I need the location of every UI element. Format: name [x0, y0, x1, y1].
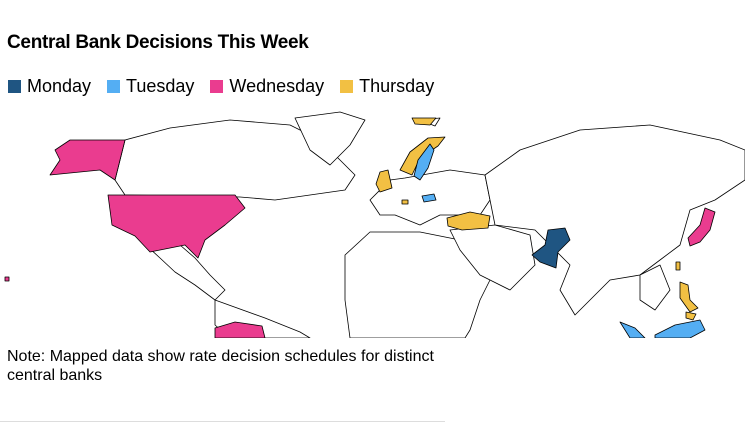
switzerland — [401, 199, 409, 205]
legend-item: Monday — [8, 76, 91, 97]
japan — [687, 207, 716, 247]
sweden — [413, 143, 435, 181]
legend-swatch — [210, 80, 224, 93]
legend-label: Wednesday — [229, 76, 325, 96]
malaysia — [685, 311, 697, 321]
hungary — [421, 193, 437, 203]
turkey — [446, 211, 491, 231]
united-kingdom — [375, 169, 393, 193]
world-map — [4, 111, 745, 338]
venezuela — [214, 321, 266, 338]
taiwan — [675, 261, 681, 271]
legend: Monday Tuesday Wednesday Thursday — [8, 76, 434, 97]
norway-svalbard — [411, 117, 437, 126]
indonesia-east — [654, 319, 706, 338]
legend-swatch — [107, 80, 121, 93]
legend-item: Tuesday — [107, 76, 194, 97]
africa — [344, 231, 496, 338]
united-states — [107, 194, 246, 259]
legend-item: Wednesday — [210, 76, 324, 97]
divider — [0, 421, 445, 422]
legend-swatch — [340, 80, 354, 93]
base-land — [114, 111, 745, 338]
legend-swatch — [8, 80, 21, 93]
title: Central Bank Decisions This Week — [7, 32, 309, 53]
legend-label: Tuesday — [126, 76, 195, 96]
alaska — [49, 139, 126, 181]
legend-label: Monday — [27, 76, 92, 96]
indonesia-west — [619, 321, 646, 338]
legend-label: Thursday — [359, 76, 435, 96]
legend-item: Thursday — [340, 76, 434, 97]
pakistan — [531, 227, 571, 269]
greenland — [294, 111, 366, 166]
philippines — [679, 281, 699, 313]
caribbean-dot — [4, 276, 10, 282]
note: Note: Mapped data show rate decision sch… — [7, 348, 434, 384]
highlighted-countries — [4, 117, 716, 338]
southeast-asia — [639, 264, 671, 311]
middle-east — [449, 224, 536, 291]
